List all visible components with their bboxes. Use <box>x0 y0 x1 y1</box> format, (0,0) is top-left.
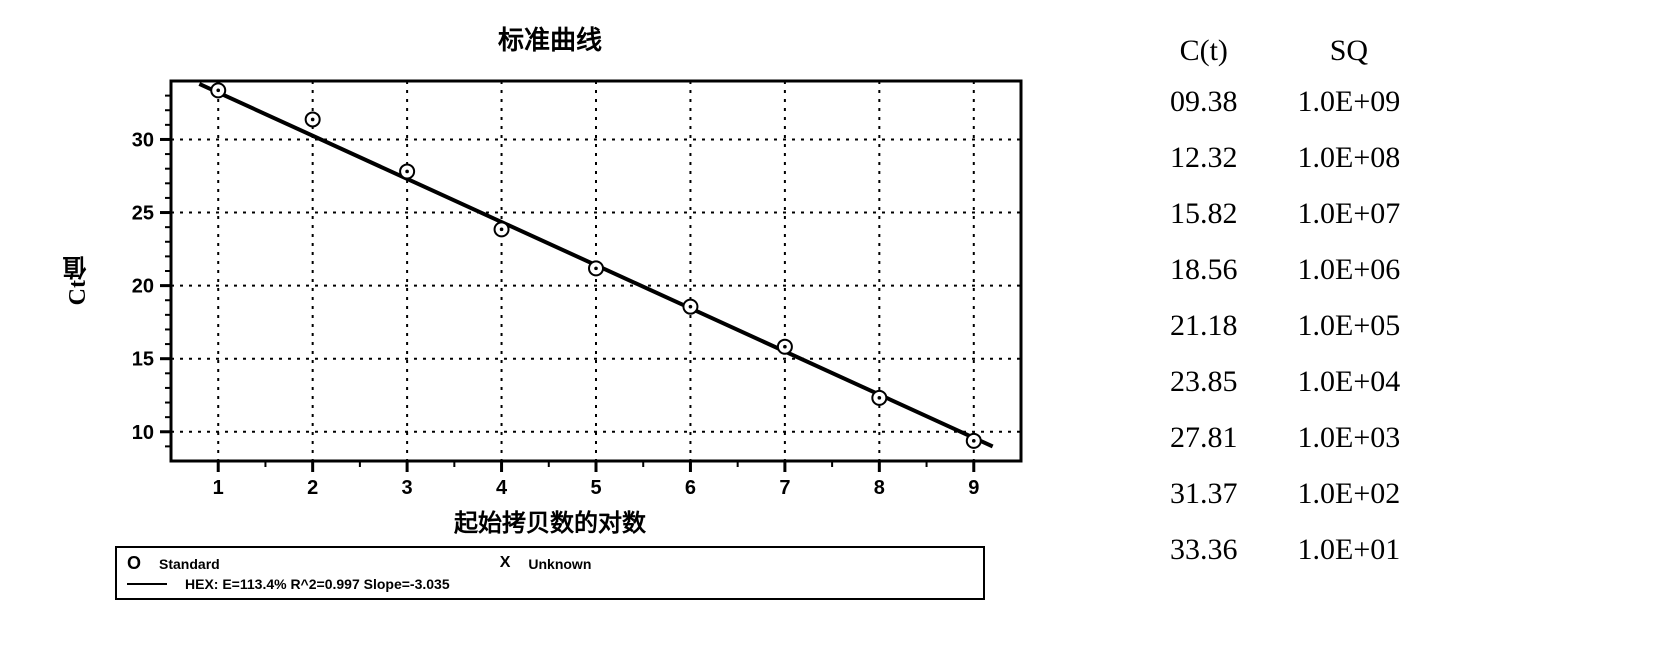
y-axis-label: Ct值 <box>60 256 95 305</box>
table-body: 09.381.0E+0912.321.0E+0815.821.0E+0718.5… <box>1140 74 1430 578</box>
cell-ct: 27.81 <box>1140 410 1268 466</box>
cell-ct: 23.85 <box>1140 354 1268 410</box>
svg-text:6: 6 <box>684 477 695 499</box>
cell-sq: 1.0E+09 <box>1268 74 1431 130</box>
table-row: 18.561.0E+06 <box>1140 242 1430 298</box>
legend-row-stats: HEX: E=113.4% R^2=0.997 Slope=-3.035 <box>127 575 973 593</box>
cell-sq: 1.0E+02 <box>1268 466 1431 522</box>
legend-standard-marker-icon: O <box>127 552 141 575</box>
svg-text:8: 8 <box>873 477 884 499</box>
chart-column: 标准曲线 Ct值 1 2 3 4 5 6 7 8 9 10 15 20 25 30 起始拷贝数的对数 O … <box>20 20 1080 600</box>
cell-ct: 31.37 <box>1140 466 1268 522</box>
cell-ct: 15.82 <box>1140 186 1268 242</box>
cell-sq: 1.0E+04 <box>1268 354 1431 410</box>
legend-box: O Standard X Unknown HEX: E=113.4% R^2=0… <box>115 546 985 600</box>
svg-text:7: 7 <box>779 477 790 499</box>
table-row: 23.851.0E+04 <box>1140 354 1430 410</box>
legend-unknown-label: Unknown <box>528 555 591 573</box>
cell-sq: 1.0E+03 <box>1268 410 1431 466</box>
svg-text:4: 4 <box>495 477 507 499</box>
table-row: 33.361.0E+01 <box>1140 522 1430 578</box>
cell-sq: 1.0E+01 <box>1268 522 1431 578</box>
cell-ct: 09.38 <box>1140 74 1268 130</box>
svg-text:20: 20 <box>131 276 153 298</box>
svg-text:10: 10 <box>131 422 153 444</box>
cell-ct: 33.36 <box>1140 522 1268 578</box>
data-column: C(t)SQ 09.381.0E+0912.321.0E+0815.821.0E… <box>1140 20 1430 578</box>
svg-text:9: 9 <box>968 477 979 499</box>
cell-ct: 12.32 <box>1140 130 1268 186</box>
legend-row-markers: O Standard X Unknown <box>127 552 973 575</box>
cell-sq: 1.0E+08 <box>1268 130 1431 186</box>
legend-unknown-marker-icon: X <box>500 553 511 574</box>
svg-text:25: 25 <box>131 203 153 225</box>
col-ct: C(t) <box>1140 28 1268 74</box>
svg-text:3: 3 <box>401 477 412 499</box>
table-row: 21.181.0E+05 <box>1140 298 1430 354</box>
standard-curve-plot: 1 2 3 4 5 6 7 8 9 10 15 20 25 30 <box>101 61 1041 501</box>
ct-sq-table: C(t)SQ 09.381.0E+0912.321.0E+0815.821.0E… <box>1140 28 1430 578</box>
cell-sq: 1.0E+07 <box>1268 186 1431 242</box>
table-row: 27.811.0E+03 <box>1140 410 1430 466</box>
table-row: 12.321.0E+08 <box>1140 130 1430 186</box>
table-row: 31.371.0E+02 <box>1140 466 1430 522</box>
table-header-row: C(t)SQ <box>1140 28 1430 74</box>
chart-title: 标准曲线 <box>498 20 602 57</box>
cell-sq: 1.0E+06 <box>1268 242 1431 298</box>
plot-wrap: Ct值 1 2 3 4 5 6 7 8 9 10 15 20 25 30 <box>60 61 1041 501</box>
cell-sq: 1.0E+05 <box>1268 298 1431 354</box>
col-sq: SQ <box>1268 28 1431 74</box>
table-row: 15.821.0E+07 <box>1140 186 1430 242</box>
svg-text:30: 30 <box>131 129 153 151</box>
x-axis-label: 起始拷贝数的对数 <box>454 503 646 538</box>
legend-stats-text: HEX: E=113.4% R^2=0.997 Slope=-3.035 <box>185 575 450 593</box>
legend-standard-label: Standard <box>159 555 220 573</box>
svg-text:5: 5 <box>590 477 601 499</box>
cell-ct: 21.18 <box>1140 298 1268 354</box>
svg-text:15: 15 <box>131 349 153 371</box>
cell-ct: 18.56 <box>1140 242 1268 298</box>
svg-text:2: 2 <box>307 477 318 499</box>
table-row: 09.381.0E+09 <box>1140 74 1430 130</box>
svg-text:1: 1 <box>212 477 223 499</box>
legend-line-icon <box>127 583 167 585</box>
